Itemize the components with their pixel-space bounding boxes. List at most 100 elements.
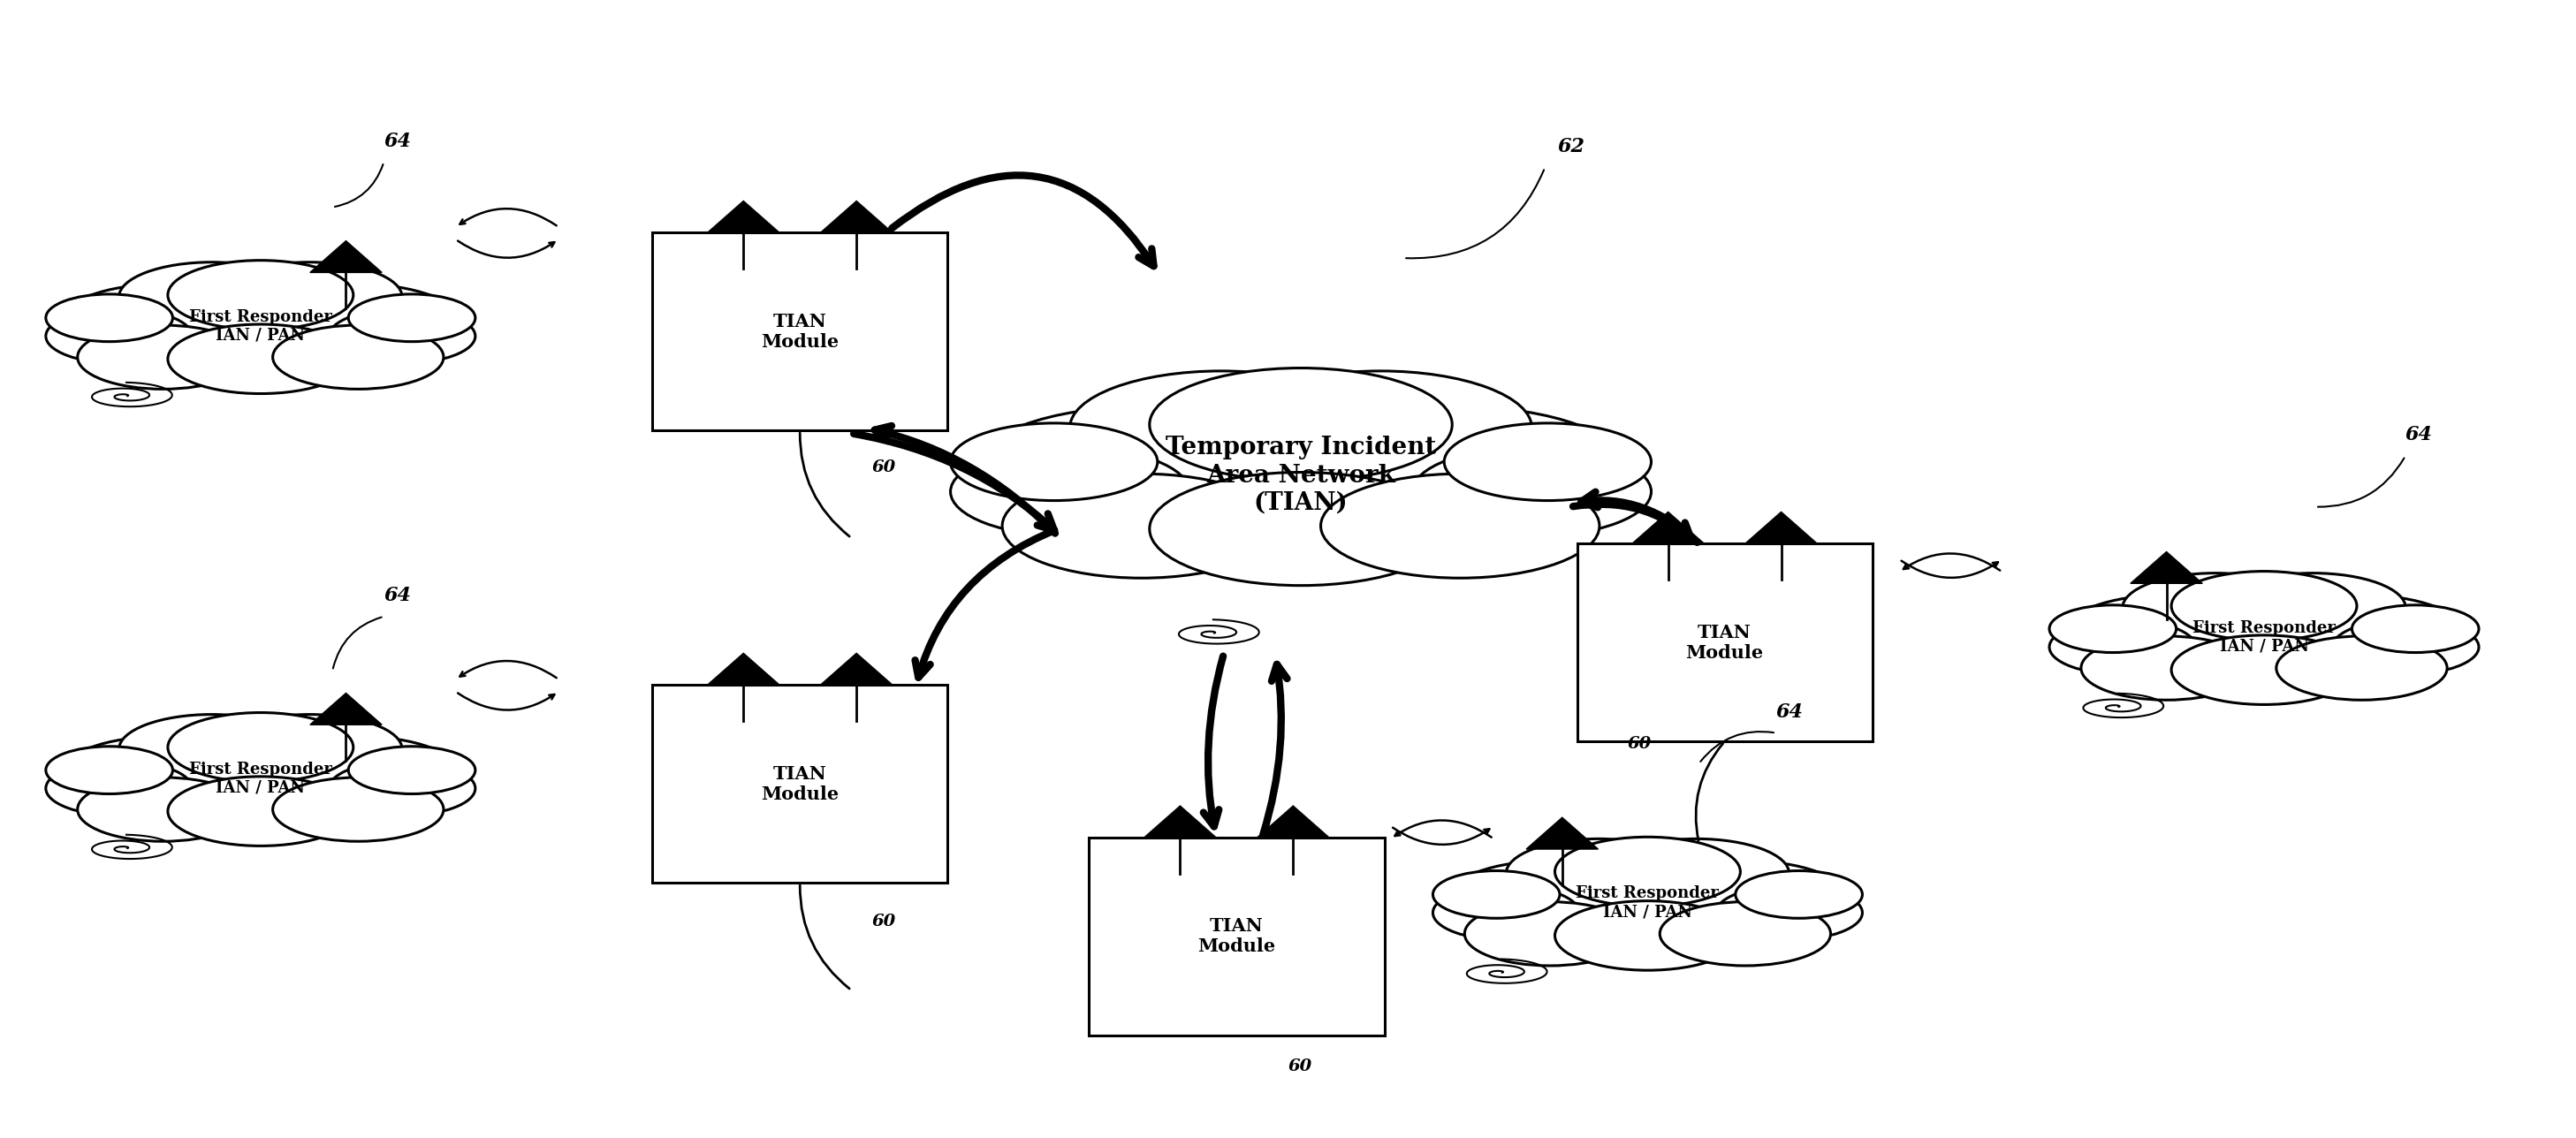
- Text: 60: 60: [1628, 736, 1651, 752]
- FancyArrowPatch shape: [1904, 553, 1999, 570]
- Text: First Responder
IAN / PAN: First Responder IAN / PAN: [2192, 620, 2336, 654]
- Ellipse shape: [118, 262, 304, 331]
- FancyArrowPatch shape: [1262, 665, 1288, 834]
- Text: TIAN
Module: TIAN Module: [760, 765, 840, 803]
- FancyArrowPatch shape: [876, 426, 1056, 534]
- FancyArrowPatch shape: [459, 693, 554, 710]
- Ellipse shape: [348, 294, 477, 341]
- Ellipse shape: [2130, 583, 2398, 684]
- FancyArrowPatch shape: [1203, 657, 1224, 826]
- Ellipse shape: [255, 284, 461, 361]
- Polygon shape: [708, 201, 781, 232]
- Ellipse shape: [974, 406, 1309, 531]
- FancyArrowPatch shape: [1574, 504, 1692, 539]
- Ellipse shape: [2123, 574, 2308, 643]
- Ellipse shape: [1716, 885, 1862, 940]
- FancyBboxPatch shape: [652, 232, 948, 430]
- Ellipse shape: [167, 776, 353, 846]
- FancyArrowPatch shape: [914, 530, 1054, 677]
- Ellipse shape: [255, 736, 461, 813]
- Ellipse shape: [1556, 836, 1741, 906]
- Ellipse shape: [1643, 860, 1847, 938]
- Ellipse shape: [2331, 620, 2478, 675]
- Text: 60: 60: [1288, 1058, 1311, 1074]
- Ellipse shape: [330, 761, 477, 816]
- Polygon shape: [708, 653, 781, 685]
- FancyArrowPatch shape: [1394, 820, 1492, 838]
- Ellipse shape: [1466, 901, 1636, 966]
- Ellipse shape: [273, 777, 443, 841]
- Ellipse shape: [167, 712, 353, 782]
- Ellipse shape: [2221, 574, 2406, 643]
- Text: First Responder
IAN / PAN: First Responder IAN / PAN: [188, 761, 332, 795]
- Text: 64: 64: [384, 131, 412, 150]
- Ellipse shape: [1432, 885, 1579, 940]
- Ellipse shape: [126, 725, 394, 825]
- Ellipse shape: [167, 324, 353, 394]
- Text: 60: 60: [871, 460, 896, 476]
- Ellipse shape: [1659, 901, 1832, 966]
- Ellipse shape: [1082, 387, 1520, 551]
- Ellipse shape: [1069, 371, 1373, 484]
- Ellipse shape: [216, 262, 402, 331]
- Ellipse shape: [126, 272, 394, 372]
- Ellipse shape: [1149, 368, 1453, 481]
- Ellipse shape: [2259, 595, 2465, 671]
- FancyArrowPatch shape: [853, 434, 1054, 530]
- Ellipse shape: [1448, 860, 1651, 938]
- Ellipse shape: [2050, 605, 2177, 652]
- Polygon shape: [1744, 512, 1816, 544]
- Ellipse shape: [46, 308, 193, 363]
- Ellipse shape: [1293, 406, 1628, 531]
- FancyArrowPatch shape: [1901, 561, 1999, 578]
- Ellipse shape: [2050, 620, 2195, 675]
- Ellipse shape: [46, 294, 173, 341]
- FancyBboxPatch shape: [1577, 544, 1873, 742]
- Ellipse shape: [1432, 871, 1558, 918]
- Ellipse shape: [59, 736, 265, 813]
- Ellipse shape: [1736, 871, 1862, 918]
- Ellipse shape: [216, 715, 402, 784]
- FancyArrowPatch shape: [461, 661, 556, 678]
- Ellipse shape: [1507, 839, 1692, 908]
- Ellipse shape: [951, 423, 1157, 501]
- Ellipse shape: [167, 261, 353, 330]
- Polygon shape: [2130, 552, 2202, 584]
- FancyArrowPatch shape: [1582, 492, 1698, 543]
- Ellipse shape: [330, 308, 477, 363]
- Text: 62: 62: [1558, 137, 1584, 156]
- Ellipse shape: [59, 284, 265, 361]
- Text: 60: 60: [871, 914, 896, 930]
- Ellipse shape: [1229, 371, 1533, 484]
- Ellipse shape: [46, 747, 173, 794]
- Ellipse shape: [1556, 901, 1741, 971]
- Ellipse shape: [1002, 473, 1280, 578]
- Polygon shape: [1525, 817, 1597, 849]
- Ellipse shape: [1605, 839, 1790, 908]
- Ellipse shape: [2063, 595, 2269, 671]
- Text: TIAN
Module: TIAN Module: [760, 313, 840, 351]
- Ellipse shape: [77, 777, 247, 841]
- Text: 64: 64: [384, 586, 412, 605]
- Ellipse shape: [951, 447, 1190, 536]
- Ellipse shape: [348, 747, 477, 794]
- Text: Temporary Incident
Area Network
(TIAN): Temporary Incident Area Network (TIAN): [1164, 436, 1437, 514]
- Ellipse shape: [2172, 571, 2357, 641]
- Polygon shape: [309, 693, 381, 725]
- Ellipse shape: [273, 325, 443, 389]
- Polygon shape: [1144, 806, 1216, 838]
- FancyBboxPatch shape: [652, 685, 948, 883]
- Polygon shape: [822, 201, 891, 232]
- FancyArrowPatch shape: [461, 208, 556, 225]
- Ellipse shape: [1445, 423, 1651, 501]
- Ellipse shape: [77, 325, 247, 389]
- Ellipse shape: [118, 715, 304, 784]
- Text: TIAN
Module: TIAN Module: [1198, 917, 1275, 956]
- Ellipse shape: [1321, 473, 1600, 578]
- Text: First Responder
IAN / PAN: First Responder IAN / PAN: [1577, 885, 1718, 920]
- Ellipse shape: [2277, 636, 2447, 700]
- Text: 64: 64: [1775, 702, 1803, 721]
- FancyArrowPatch shape: [1394, 827, 1489, 844]
- Ellipse shape: [2352, 605, 2478, 652]
- Text: TIAN
Module: TIAN Module: [1685, 624, 1765, 661]
